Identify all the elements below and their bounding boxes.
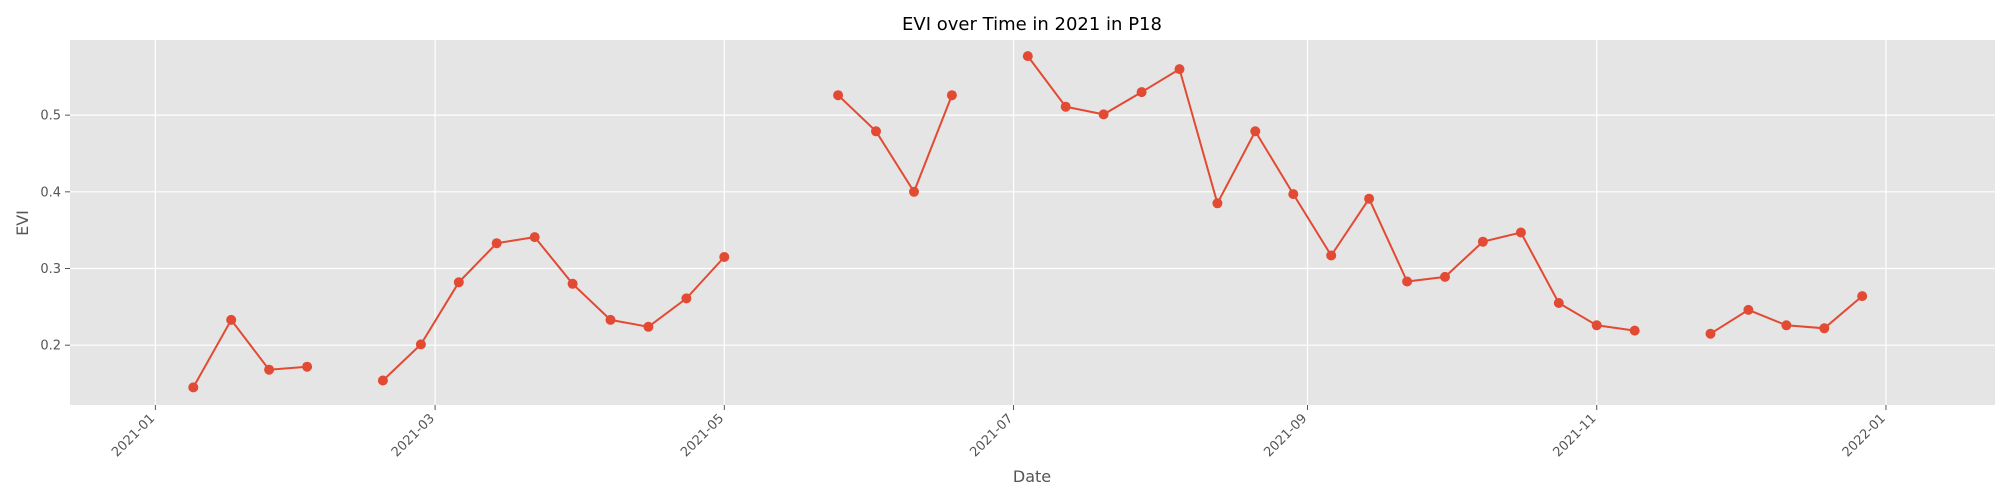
chart-title: EVI over Time in 2021 in P18 <box>902 14 1162 35</box>
data-point <box>1440 271 1450 282</box>
data-point <box>529 232 540 243</box>
data-point <box>719 252 730 262</box>
data-point <box>1060 101 1071 112</box>
x-axis-label: Date <box>1013 467 1051 486</box>
data-point <box>1553 298 1564 308</box>
data-point <box>833 90 844 101</box>
grid-lines <box>70 40 1995 405</box>
data-point <box>1743 304 1754 315</box>
data-point <box>1857 291 1868 302</box>
data-point <box>605 314 616 325</box>
plot-area <box>70 40 1995 405</box>
series-line-segment <box>192 318 308 388</box>
data-point <box>188 382 199 393</box>
data-point <box>1819 323 1830 334</box>
series-line-segment <box>837 94 953 195</box>
data-point <box>946 90 957 101</box>
data-point <box>1250 126 1261 137</box>
y-tick-label: 0.5 <box>40 109 61 124</box>
data-point <box>871 126 881 137</box>
data-point <box>1288 189 1299 200</box>
data-point <box>377 375 388 386</box>
series-line-segment <box>382 236 726 382</box>
y-axis-label: EVI <box>13 210 32 236</box>
data-point <box>681 293 692 304</box>
data-point <box>1364 193 1375 204</box>
data-point <box>491 238 502 249</box>
data-point <box>1022 51 1033 62</box>
y-tick-label: 0.3 <box>40 262 61 277</box>
data-point <box>1136 87 1147 98</box>
data-point <box>1477 236 1488 247</box>
data-point <box>415 339 426 350</box>
series-layer <box>188 51 1868 393</box>
data-point <box>1629 325 1640 336</box>
data-point <box>1174 64 1185 75</box>
y-tick-label: 0.4 <box>40 185 61 200</box>
data-point <box>1515 227 1526 238</box>
data-point <box>1705 328 1716 339</box>
data-point <box>1098 109 1109 120</box>
y-tick-label: 0.2 <box>40 339 61 354</box>
data-point <box>226 314 237 325</box>
data-point <box>909 186 919 197</box>
data-point <box>453 277 464 288</box>
data-point <box>1326 250 1337 261</box>
data-point <box>1212 198 1223 209</box>
evi-series <box>188 51 1868 393</box>
data-point <box>302 361 313 372</box>
data-point <box>1781 320 1792 331</box>
data-point <box>1402 276 1413 287</box>
data-point <box>1591 320 1602 331</box>
data-point <box>264 364 275 375</box>
data-point <box>643 321 654 332</box>
data-point <box>567 278 578 289</box>
